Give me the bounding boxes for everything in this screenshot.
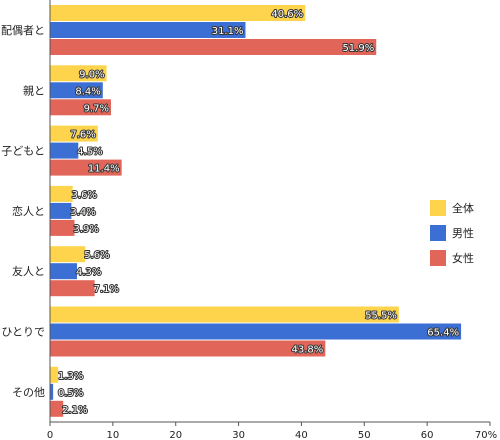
legend-label: 男性 [452, 226, 474, 240]
value-label: 9.0% [79, 69, 104, 80]
value-label: 4.3% [76, 267, 101, 278]
bar-男性-配偶者と [50, 22, 246, 38]
bar-男性-ひとりで [50, 323, 462, 340]
bar-全体-ひとりで [50, 306, 399, 323]
bar-男性-恋人と [50, 202, 72, 219]
bar-女性-子どもと [50, 159, 122, 176]
value-label: 1.3% [58, 371, 83, 382]
value-label: 55.5% [365, 311, 397, 322]
legend-swatch-男性 [430, 225, 446, 241]
bar-全体-親と [50, 65, 107, 82]
value-label: 3.4% [70, 207, 95, 218]
bar-全体-子どもと [50, 125, 98, 142]
bar-男性-子どもと [50, 142, 79, 159]
x-tick-label: 60 [421, 430, 434, 440]
x-tick-label: 40 [295, 430, 308, 440]
value-label: 40.6% [271, 9, 303, 20]
legend-swatch-女性 [430, 250, 446, 266]
category-label: 友人と [12, 264, 45, 278]
value-label: 8.4% [75, 86, 100, 97]
value-label: 11.4% [88, 164, 120, 175]
category-label: ひとりで [1, 326, 45, 339]
x-tick-label: 0 [47, 430, 53, 440]
value-label: 0.5% [58, 388, 83, 399]
category-label: 恋人と [12, 204, 45, 218]
legend-label: 全体 [452, 201, 474, 215]
value-label: 43.8% [292, 345, 324, 356]
bar-女性-ひとりで [50, 340, 326, 357]
x-axis: 0 10 20 30 40 50 60 70% [47, 0, 497, 440]
x-tick-label: 70% [475, 430, 497, 440]
value-label: 4.5% [77, 147, 102, 158]
x-tick-label: 20 [169, 430, 182, 440]
bar-男性-親と [50, 82, 103, 99]
bar-全体-恋人と [50, 185, 73, 202]
bar-女性-配偶者と [50, 39, 377, 55]
category-label: 配偶者と [1, 24, 45, 37]
bar-全体-その他 [50, 366, 59, 383]
value-label: 2.1% [62, 405, 87, 416]
legend-label: 女性 [452, 251, 474, 265]
value-label: 65.4% [427, 328, 459, 339]
bar-全体-配偶者と [50, 5, 306, 21]
x-tick-label: 10 [106, 430, 119, 440]
value-label: 7.1% [94, 284, 119, 295]
value-label: 7.6% [70, 130, 95, 141]
x-tick-label: 50 [358, 430, 371, 440]
category-label: その他 [12, 386, 45, 399]
value-label: 51.9% [342, 43, 374, 54]
bar-全体-友人と [50, 246, 86, 263]
x-tick-label: 30 [232, 430, 245, 440]
category-label: 子どもと [1, 145, 45, 158]
value-label: 5.6% [84, 250, 109, 261]
category-label: 親と [23, 84, 45, 97]
legend-swatch-全体 [430, 200, 446, 216]
bar-女性-親と [50, 99, 111, 116]
bar-男性-その他 [50, 383, 54, 400]
value-label: 9.7% [84, 103, 109, 114]
bar-女性-その他 [50, 400, 64, 417]
value-labels-group: 40.6% 31.1% 51.9% 9.0% 8.4% 9.7% 7.6% 4.5% 11.4%… [57, 8, 460, 417]
bar-女性-恋人と [50, 219, 75, 236]
value-label: 3.9% [74, 224, 99, 235]
bar-男性-友人と [50, 263, 78, 280]
value-label: 31.1% [212, 26, 244, 37]
bar-女性-友人と [50, 280, 95, 297]
bars-group [50, 5, 462, 417]
value-label: 3.6% [72, 190, 97, 201]
